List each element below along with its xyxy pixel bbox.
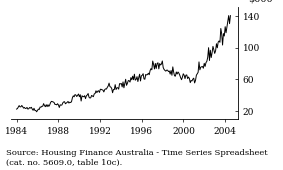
Text: Source: Housing Finance Australia - Time Series Spreadsheet
(cat. no. 5609.0, ta: Source: Housing Finance Australia - Time… bbox=[6, 149, 267, 167]
Y-axis label: $000: $000 bbox=[248, 0, 273, 3]
